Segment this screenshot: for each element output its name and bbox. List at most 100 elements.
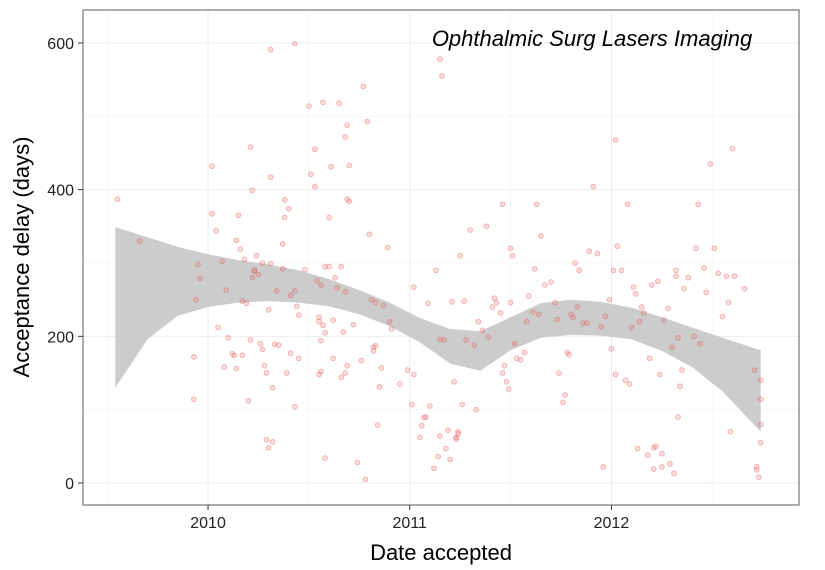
data-point [600, 464, 607, 470]
data-point [334, 285, 340, 291]
data-point [499, 201, 506, 208]
data-point [453, 436, 459, 442]
data-point [255, 271, 262, 278]
data-point [259, 260, 266, 266]
data-point [197, 275, 203, 282]
data-point [632, 290, 639, 297]
data-point [332, 274, 338, 281]
data-point [644, 452, 651, 458]
data-point [501, 362, 508, 369]
data-point [295, 312, 302, 318]
data-point [453, 434, 459, 441]
data-point [703, 289, 710, 296]
data-point [628, 324, 635, 331]
data-point [612, 371, 619, 378]
data-point [354, 459, 361, 466]
data-point [376, 384, 383, 390]
data-point [677, 383, 683, 390]
data-point [263, 436, 270, 443]
data-point [731, 273, 738, 280]
data-point [344, 196, 351, 203]
data-point [114, 196, 121, 203]
data-point [608, 345, 615, 352]
data-point [360, 83, 367, 90]
data-point [751, 367, 758, 373]
data-point [326, 263, 332, 270]
data-point [507, 245, 514, 252]
data-point [342, 134, 349, 140]
data-point [253, 252, 260, 259]
data-point [437, 433, 443, 439]
data-point [556, 370, 562, 376]
data-point [511, 340, 518, 347]
data-point [318, 282, 324, 288]
data-point [636, 318, 643, 325]
data-point [431, 465, 437, 472]
data-point [719, 313, 726, 320]
data-point [757, 396, 764, 403]
data-point [586, 248, 593, 255]
data-point [433, 267, 439, 274]
data-point [537, 233, 544, 239]
data-point [590, 183, 597, 190]
data-point [455, 431, 461, 437]
x-tick-label: 2011 [393, 515, 428, 532]
data-point [634, 445, 641, 452]
data-point [287, 350, 294, 357]
x-axis-title: Date accepted [370, 540, 512, 565]
data-point [396, 381, 403, 387]
data-point [283, 370, 290, 376]
data-point [241, 256, 248, 263]
data-point [459, 401, 466, 408]
data-point [193, 296, 199, 303]
data-point [316, 314, 322, 321]
data-point [638, 304, 645, 310]
data-point [374, 422, 381, 428]
data-point [640, 310, 647, 316]
data-point [263, 370, 270, 376]
data-point [675, 334, 681, 341]
data-point [346, 198, 353, 205]
data-point [384, 244, 391, 251]
data-point [281, 214, 288, 221]
data-point [542, 282, 548, 288]
data-point [618, 267, 625, 274]
data-point [279, 241, 286, 247]
data-point [195, 261, 201, 268]
data-point [291, 288, 298, 294]
data-point [533, 201, 540, 208]
data-point [267, 46, 274, 53]
data-point [650, 444, 657, 451]
data-point [364, 118, 371, 125]
data-point [338, 263, 345, 270]
data-point [416, 434, 423, 441]
data-point [191, 354, 197, 360]
axis-ticks: 2010 2011 2012 0 200 400 600 [47, 36, 629, 532]
data-point [715, 270, 722, 277]
data-point [316, 318, 322, 325]
data-point [287, 292, 294, 299]
data-point [535, 311, 542, 318]
data-point [330, 355, 336, 362]
data-point [671, 470, 677, 477]
data-point [612, 136, 619, 143]
data-point [525, 293, 532, 299]
data-point [505, 386, 512, 392]
data-point [372, 299, 379, 306]
data-point [695, 201, 702, 208]
y-tick-label: 0 [65, 476, 74, 493]
data-point [725, 299, 732, 306]
data-point [410, 371, 417, 378]
data-point [229, 351, 236, 357]
data-point [741, 285, 748, 292]
data-point [483, 223, 490, 230]
data-point [306, 103, 312, 109]
data-point [314, 277, 320, 284]
data-point [336, 100, 342, 106]
data-point [215, 324, 221, 331]
data-point [235, 212, 242, 219]
data-point [457, 252, 464, 259]
data-point [509, 252, 516, 259]
data-point [729, 145, 736, 152]
data-point [247, 337, 254, 343]
